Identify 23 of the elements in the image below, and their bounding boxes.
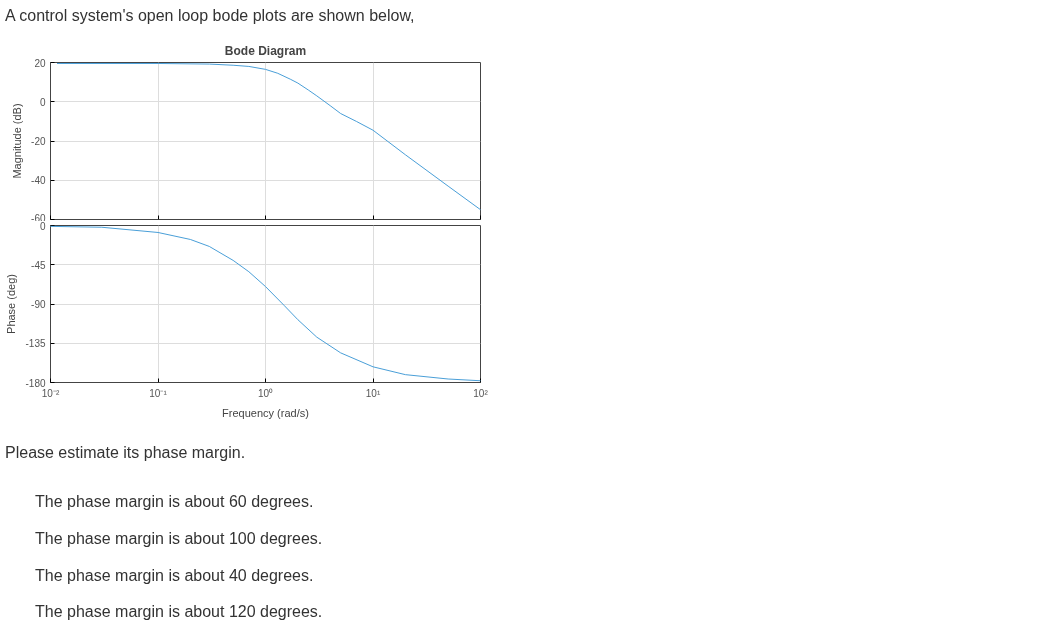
x-tick-label: 10⁻² [41,387,60,399]
text: The phase margin is about 100 degrees. [35,528,323,549]
x-tick-label: 10⁰ [257,387,274,399]
y-tick-label: -45 [31,259,46,271]
x-tick-label: 10¹ [365,387,381,399]
y-tick-label: 20 [34,57,46,69]
y-tick-label: -90 [31,299,46,310]
y-tick-label: 0 [39,96,46,108]
text: Please estimate its phase margin. [5,443,247,463]
text: A control system's open loop bode plots are shown below, [5,6,415,26]
y-tick-label: -40 [31,175,46,187]
chart-title: Bode Diagram [224,43,307,58]
text: The phase margin is about 120 degrees. [35,602,323,622]
y-axis-title: Magnitude (dB) [11,103,24,179]
x-tick-label: 10² [473,387,489,399]
y-tick-label: -180 [25,377,46,389]
y-tick-label: -20 [31,136,46,147]
text: The phase margin is about 60 degrees. [35,491,315,512]
y-tick-label: -135 [25,338,46,350]
x-tick-label: 10⁻¹ [149,387,168,399]
y-axis-title: Phase (deg) [5,274,18,334]
text: The phase margin is about 40 degrees. [35,565,315,586]
x-axis-title: Frequency (rad/s) [222,406,309,419]
